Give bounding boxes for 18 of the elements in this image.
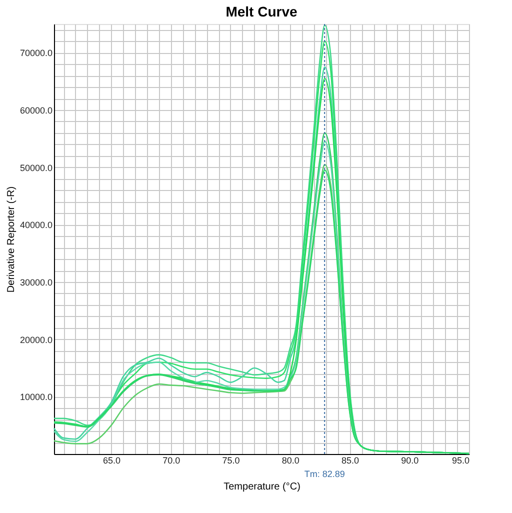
- x-axis-title: Temperature (°C): [224, 482, 300, 492]
- x-tick-label: 90.0: [401, 456, 419, 466]
- x-tick-label: 70.0: [162, 456, 180, 466]
- y-tick-label: 30000.0: [20, 278, 52, 288]
- y-tick-label: 20000.0: [20, 334, 52, 345]
- y-tick-label: 10000.0: [20, 392, 52, 402]
- y-axis-title: Derivative Reporter (-R): [6, 186, 17, 293]
- chart-title: Melt Curve: [226, 4, 298, 20]
- y-tick-label: 40000.0: [20, 220, 52, 230]
- y-tick-label: 60000.0: [20, 106, 52, 116]
- x-tick-label: 65.0: [102, 456, 121, 466]
- y-tick-label: 50000.0: [20, 162, 52, 173]
- x-tick-label: 75.0: [222, 456, 240, 466]
- ref-line-label: Tm: 82.89: [304, 469, 345, 479]
- x-tick-label: 95.0: [452, 456, 470, 466]
- x-tick-label: 80.0: [282, 456, 300, 466]
- y-tick-label: 70000.0: [20, 48, 52, 58]
- x-tick-label: 85.0: [341, 456, 360, 466]
